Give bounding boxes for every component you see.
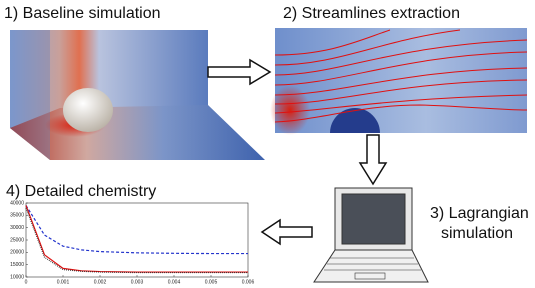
laptop bbox=[314, 188, 428, 282]
x-tick-label: 0.005 bbox=[205, 279, 218, 285]
arrow bbox=[208, 60, 270, 84]
step-title: 4) Detailed chemistry bbox=[6, 183, 156, 200]
y-tick-label: 15000 bbox=[10, 262, 24, 268]
arrow bbox=[262, 220, 312, 244]
x-tick-label: 0.001 bbox=[57, 279, 70, 285]
x-tick-label: 0.006 bbox=[242, 279, 255, 285]
arrow bbox=[360, 135, 386, 184]
x-tick-label: 0.004 bbox=[168, 279, 181, 285]
figure: 1) Baseline simulation 2) Streamlines ex… bbox=[0, 0, 535, 288]
y-tick-label: 30000 bbox=[10, 225, 24, 231]
baseline-render bbox=[10, 30, 265, 160]
y-tick-label: 10000 bbox=[10, 274, 24, 280]
step-title: 1) Baseline simulation bbox=[4, 5, 161, 22]
x-tick-label: 0.003 bbox=[131, 279, 144, 285]
streamlines-render bbox=[270, 28, 527, 135]
y-tick-label: 25000 bbox=[10, 237, 24, 243]
step-title: 2) Streamlines extraction bbox=[283, 5, 460, 22]
y-tick-label: 40000 bbox=[10, 200, 24, 206]
x-tick-label: 0.002 bbox=[94, 279, 107, 285]
y-tick-label: 20000 bbox=[10, 250, 24, 256]
x-tick-label: 0 bbox=[25, 279, 28, 285]
chart: 10000 15000 20000 25000 30000 35000 40000 0 0.00… bbox=[10, 200, 254, 285]
step-title: 3) Lagrangian bbox=[430, 205, 529, 222]
y-tick-label: 35000 bbox=[10, 213, 24, 219]
step-title: simulation bbox=[441, 225, 513, 242]
